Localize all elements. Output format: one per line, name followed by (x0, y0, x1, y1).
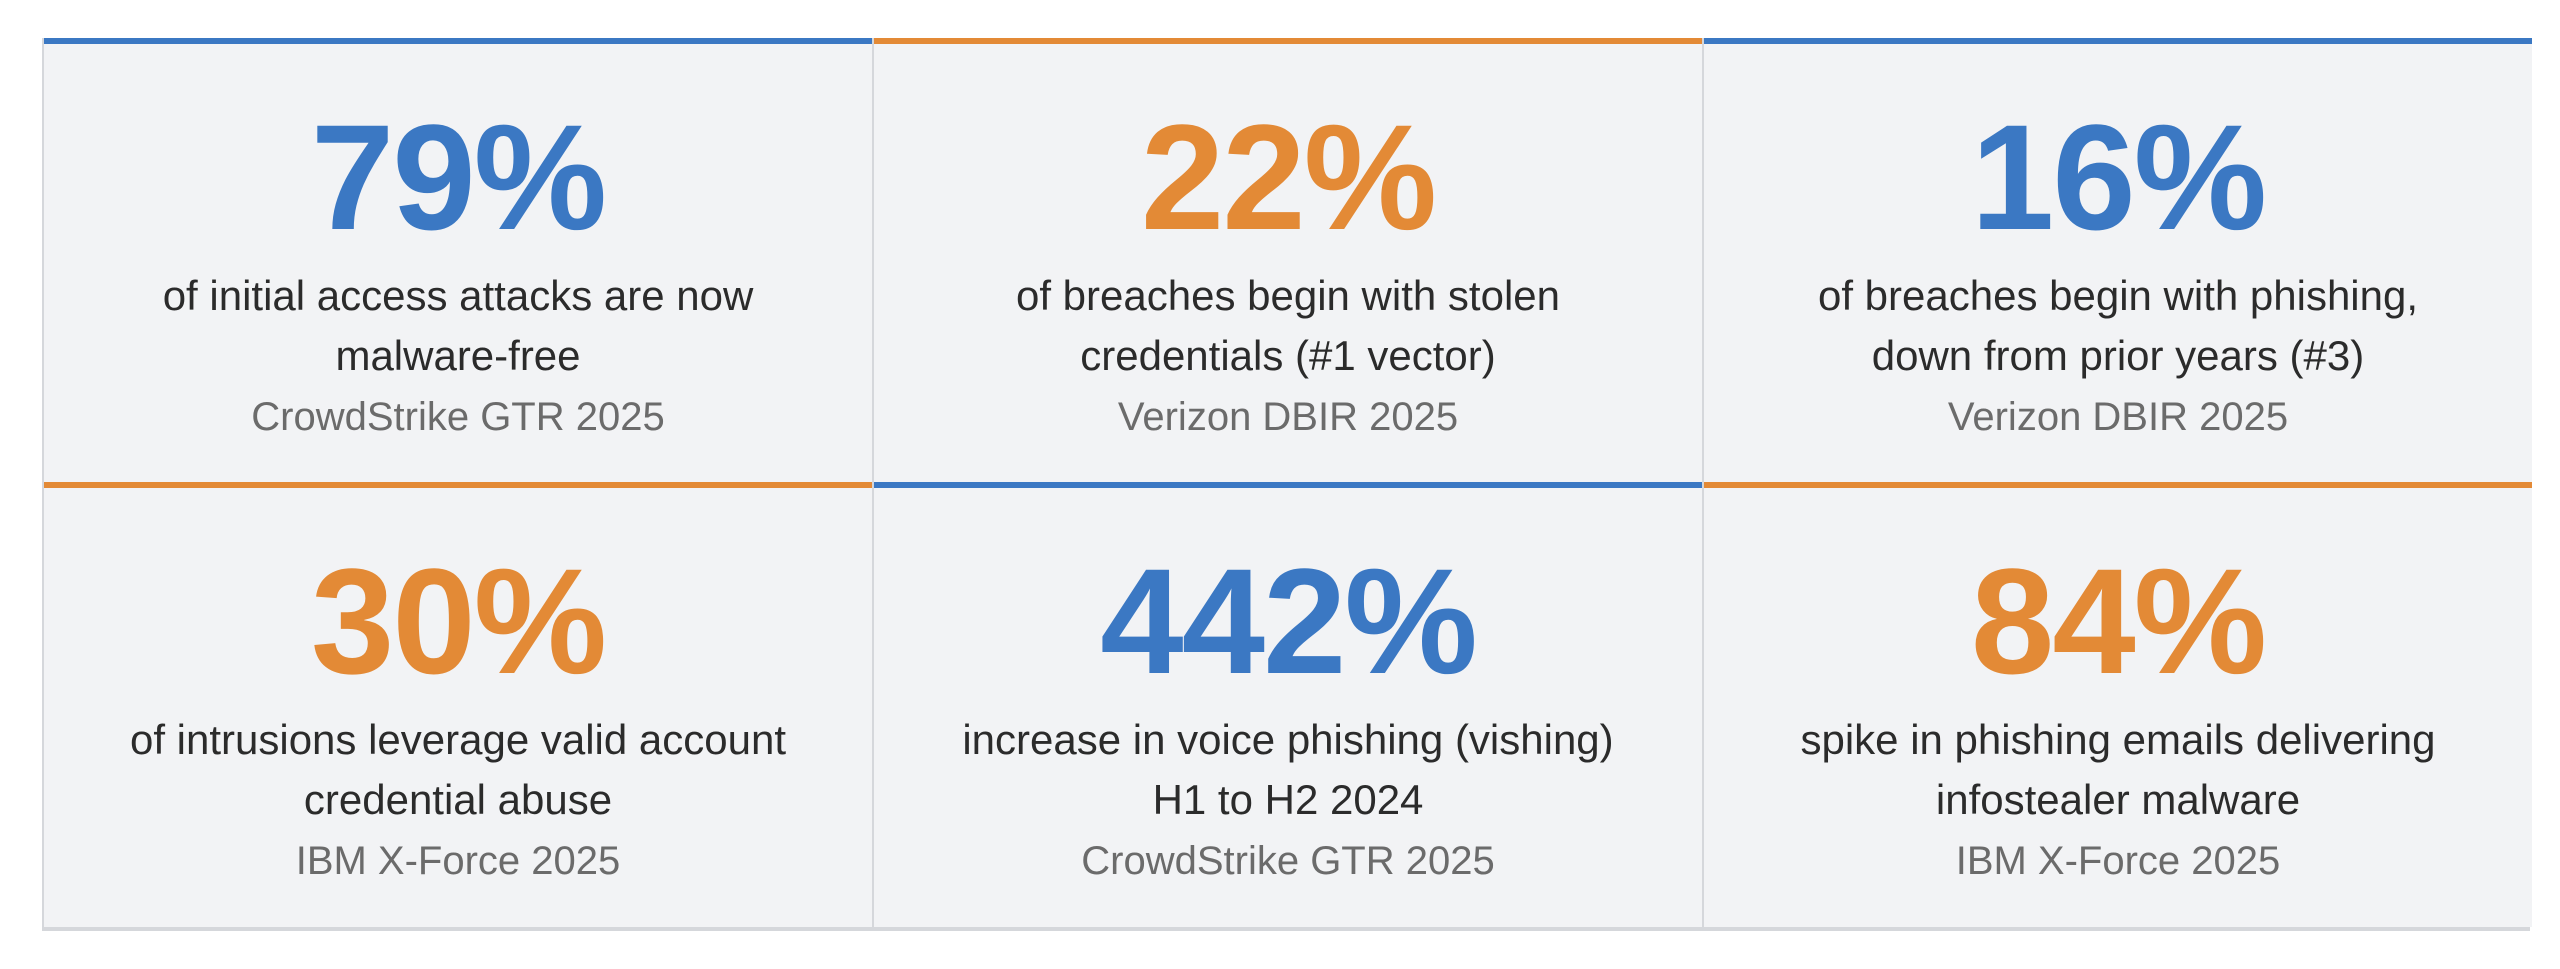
stat-card-infostealer: 84% spike in phishing emails delivering … (1704, 482, 2532, 927)
stat-description: of breaches begin with stolen credential… (894, 266, 1682, 386)
stat-description-line: spike in phishing emails delivering (1800, 716, 2436, 763)
stat-source: Verizon DBIR 2025 (1117, 395, 1459, 439)
stat-description: of initial access attacks are now malwar… (64, 266, 852, 386)
stat-description-line: of breaches begin with stolen (1015, 272, 1560, 319)
stat-description-line: increase in voice phishing (vishing) (962, 716, 1614, 763)
stat-description-line: credentials (#1 vector) (1080, 332, 1496, 379)
stat-description-line: malware-free (335, 332, 581, 379)
stat-description-line: credential abuse (303, 776, 613, 823)
stat-description: spike in phishing emails delivering info… (1724, 710, 2512, 830)
stat-source: CrowdStrike GTR 2025 (1081, 839, 1495, 883)
stat-source: IBM X-Force 2025 (295, 839, 621, 883)
stat-description: increase in voice phishing (vishing) H1 … (894, 710, 1682, 830)
stat-value: 84% (1970, 537, 2267, 705)
stat-source: CrowdStrike GTR 2025 (251, 395, 665, 439)
stats-grid: 79% of initial access attacks are now ma… (42, 38, 2532, 931)
stat-value: 442% (1100, 537, 1478, 705)
stat-card-valid-accounts: 30% of intrusions leverage valid account… (44, 482, 872, 927)
stat-card-vishing: 442% increase in voice phishing (vishing… (874, 482, 1702, 927)
stat-value: 16% (1970, 93, 2267, 261)
stat-description-line: infostealer malware (1935, 776, 2301, 823)
stat-source: IBM X-Force 2025 (1955, 839, 2281, 883)
stat-value: 22% (1140, 93, 1437, 261)
stat-description-line: down from prior years (#3) (1871, 332, 2365, 379)
stat-value: 79% (310, 93, 607, 261)
stat-description: of breaches begin with phishing, down fr… (1724, 266, 2512, 386)
stat-card-stolen-credentials: 22% of breaches begin with stolen creden… (874, 38, 1702, 482)
stat-description-line: H1 to H2 2024 (1152, 776, 1424, 823)
stat-description-line: of initial access attacks are now (162, 272, 754, 319)
stat-value: 30% (310, 537, 607, 705)
stat-card-malware-free: 79% of initial access attacks are now ma… (44, 38, 872, 482)
stat-description: of intrusions leverage valid account cre… (64, 710, 852, 830)
stat-card-phishing: 16% of breaches begin with phishing, dow… (1704, 38, 2532, 482)
stat-source: Verizon DBIR 2025 (1947, 395, 2289, 439)
stat-description-line: of breaches begin with phishing, (1817, 272, 2419, 319)
stat-description-line: of intrusions leverage valid account (129, 716, 787, 763)
